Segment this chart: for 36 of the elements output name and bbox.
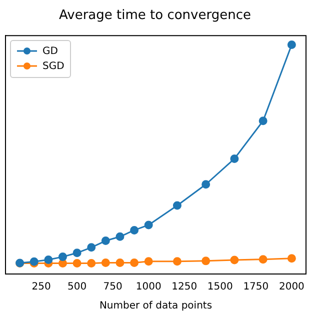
point: [116, 258, 124, 268]
point: [144, 257, 153, 266]
x-tick-label: 250: [32, 282, 51, 293]
point: [287, 40, 296, 50]
point: [87, 258, 96, 268]
legend-label: GD: [42, 44, 58, 59]
point: [72, 258, 82, 268]
point: [101, 258, 110, 268]
x-tick-label: 1750: [243, 282, 269, 293]
chart-title: Average time to convergence: [59, 8, 251, 24]
point: [202, 256, 210, 266]
point: [144, 220, 153, 230]
point: [172, 201, 182, 210]
x-tick-label: 1250: [172, 282, 198, 293]
x-axis-title: Number of data points: [99, 300, 212, 312]
point: [58, 252, 67, 262]
x-tick-label: 500: [68, 282, 87, 293]
point: [230, 154, 239, 163]
point: [101, 236, 110, 246]
point: [202, 180, 210, 189]
x-tick-label: 1500: [207, 282, 233, 293]
legend-label: SGD: [42, 60, 64, 74]
point: [72, 248, 82, 258]
point: [44, 256, 53, 264]
point: [130, 258, 139, 268]
point: [172, 257, 182, 266]
point: [87, 243, 96, 252]
point: [287, 254, 296, 263]
x-tick-label: 750: [103, 282, 122, 293]
point: [258, 255, 268, 264]
x-tick-label: 2000: [278, 282, 304, 293]
point: [116, 232, 124, 241]
point: [130, 226, 139, 234]
x-tick-label: 1000: [136, 282, 162, 293]
point: [258, 116, 268, 126]
point: [230, 256, 239, 264]
